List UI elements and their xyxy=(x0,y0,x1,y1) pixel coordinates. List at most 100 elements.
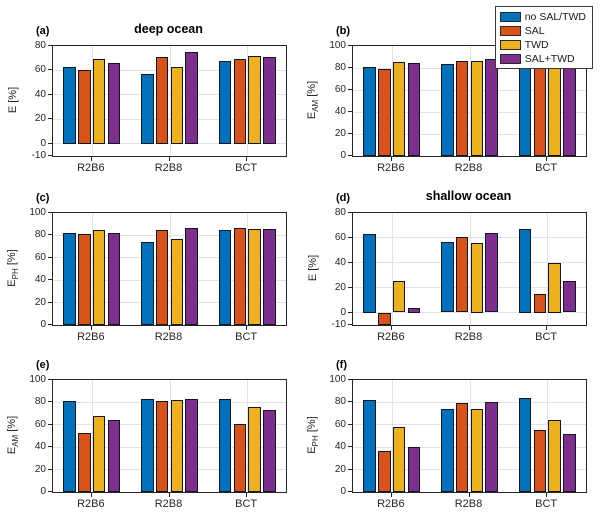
bar-no-sal-twd-bct xyxy=(218,399,232,492)
gridline xyxy=(391,380,393,492)
x-tick-label: BCT xyxy=(535,331,558,343)
y-tick-label: 0 xyxy=(340,150,346,161)
y-tick-label: 80 xyxy=(34,396,46,408)
plot-area xyxy=(52,212,287,326)
tick-mark xyxy=(348,45,352,46)
y-tick-label: -10 xyxy=(31,150,46,161)
y-tick-label: 60 xyxy=(334,84,346,95)
y-tick-label: 80 xyxy=(334,62,346,73)
bar-sal-twd-r2b8 xyxy=(485,401,498,492)
tick-mark xyxy=(348,379,352,380)
bar-no-sal-twd-bct xyxy=(518,397,532,492)
y-tick-label: 0 xyxy=(40,319,46,330)
bar-sal-bct xyxy=(233,423,247,492)
tick-mark xyxy=(348,324,352,325)
bar-sal-r2b8 xyxy=(455,60,469,157)
x-tick-label: R2B8 xyxy=(154,498,183,510)
x-tick-label: R2B6 xyxy=(77,162,105,174)
bar-twd-r2b6 xyxy=(392,427,406,492)
bar-sal-twd-bct xyxy=(263,229,276,325)
legend-item-sal: SAL xyxy=(499,24,586,37)
gridline xyxy=(169,46,171,156)
bar-twd-r2b6 xyxy=(392,61,406,156)
tick-mark xyxy=(468,493,470,497)
gridline xyxy=(91,380,93,492)
x-tick-label: R2B6 xyxy=(377,498,405,510)
y-tick-label: 0 xyxy=(40,486,46,497)
tick-mark xyxy=(348,423,352,425)
panel-letter: (b) xyxy=(336,25,351,37)
bar-twd-r2b6 xyxy=(92,230,106,325)
tick-mark xyxy=(468,157,470,161)
bar-twd-bct xyxy=(248,55,261,144)
panel-a: (a) deep ocean E [%] -10 0 20 40 60 80 R2B6 R2B8 BC… xyxy=(0,0,300,178)
tick-mark xyxy=(348,446,352,448)
tick-mark xyxy=(48,155,52,156)
tick-mark xyxy=(48,45,52,46)
bar-no-sal-twd-bct xyxy=(218,61,232,144)
bar-twd-bct xyxy=(548,419,561,492)
tick-mark xyxy=(546,493,548,497)
tick-mark xyxy=(390,493,392,497)
tick-mark xyxy=(348,212,352,213)
bar-sal-r2b8 xyxy=(455,403,469,492)
x-tick-label: BCT xyxy=(235,162,258,174)
x-tick-label: R2B6 xyxy=(77,331,105,343)
panel-letter: (f) xyxy=(336,359,347,371)
gridline xyxy=(547,46,549,156)
y-tick-label: 20 xyxy=(334,281,346,293)
y-tick-label: 20 xyxy=(34,296,46,308)
plot-area xyxy=(52,379,287,493)
gridline xyxy=(547,380,549,492)
tick-mark xyxy=(48,324,52,325)
bar-twd-bct xyxy=(548,262,561,313)
legend-label: no SAL/TWD xyxy=(524,10,586,23)
y-tick-label: 60 xyxy=(334,418,346,430)
y-tick-label: 0 xyxy=(340,306,346,318)
legend-swatch-sal xyxy=(499,25,521,36)
tick-mark xyxy=(468,326,470,330)
bar-twd-r2b8 xyxy=(470,408,484,492)
tick-mark xyxy=(48,212,52,213)
bar-sal-twd-bct xyxy=(563,281,576,313)
tick-mark xyxy=(348,261,352,263)
gridline xyxy=(469,46,471,156)
panel-letter: (c) xyxy=(36,192,50,204)
y-tick-label: 40 xyxy=(334,106,346,117)
panel-title: shallow ocean xyxy=(425,189,512,203)
legend-label: SAL xyxy=(524,24,545,37)
gridline xyxy=(91,46,93,156)
x-tick-label: R2B8 xyxy=(154,162,183,174)
bar-twd-r2b8 xyxy=(170,66,184,144)
tick-mark xyxy=(90,326,92,330)
bar-sal-bct xyxy=(233,228,247,325)
gridline xyxy=(391,213,393,325)
bar-sal-r2b6 xyxy=(78,233,91,325)
panel-letter: (a) xyxy=(36,25,50,37)
gridline xyxy=(469,213,471,325)
bar-sal-r2b6 xyxy=(378,451,391,492)
bar-sal-twd-bct xyxy=(563,61,576,156)
tick-mark xyxy=(348,286,352,288)
y-tick-label: 20 xyxy=(334,128,346,139)
gridline xyxy=(391,46,393,156)
y-tick-label: 0 xyxy=(40,137,46,149)
y-tick-label: 60 xyxy=(334,231,346,243)
bar-twd-r2b6 xyxy=(392,280,406,313)
y-tick-label: 40 xyxy=(34,441,46,453)
bar-sal-twd-r2b6 xyxy=(107,233,121,325)
bar-sal-twd-r2b8 xyxy=(485,58,498,156)
tick-mark xyxy=(48,468,52,470)
tick-mark xyxy=(48,93,52,95)
bar-sal-twd-r2b8 xyxy=(185,52,198,144)
tick-mark xyxy=(168,326,170,330)
bar-sal-twd-r2b8 xyxy=(485,232,498,313)
tick-mark xyxy=(48,423,52,425)
bar-sal-twd-r2b6 xyxy=(407,446,421,492)
x-tick-label: R2B6 xyxy=(77,498,105,510)
y-tick-label: 20 xyxy=(334,463,346,475)
y-tick-label: 0 xyxy=(340,486,346,497)
bar-twd-bct xyxy=(248,229,261,325)
x-tick-label: BCT xyxy=(235,331,258,343)
legend-item-sal-twd: SAL+TWD xyxy=(499,52,586,65)
